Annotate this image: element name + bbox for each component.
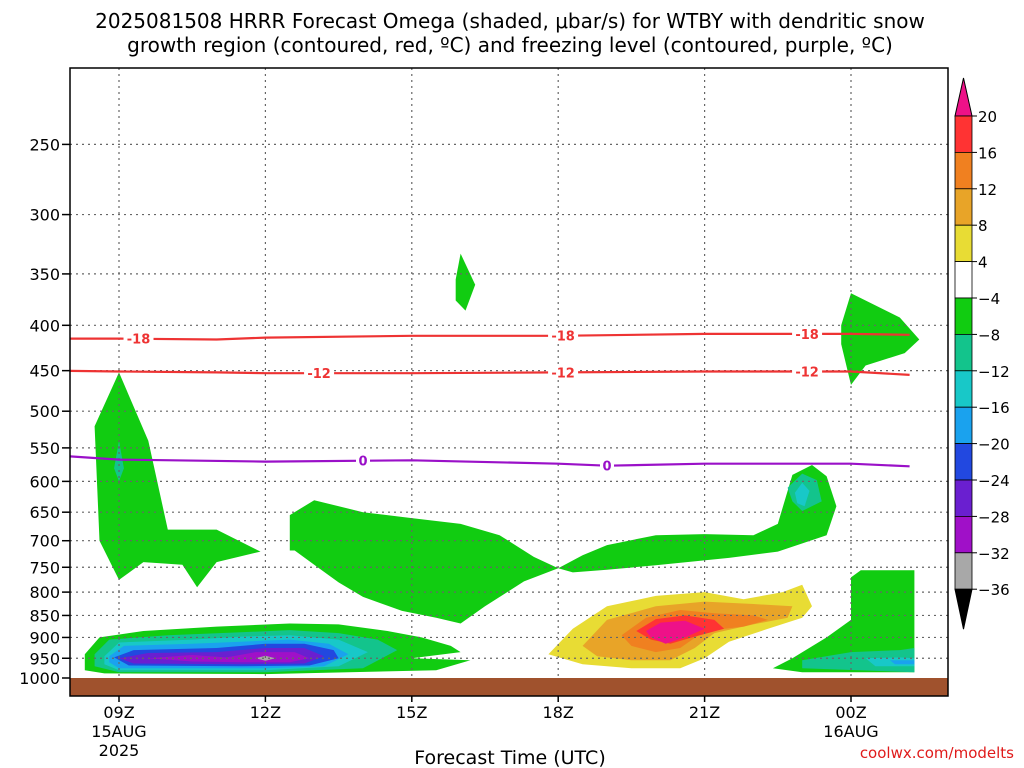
- contour-label-bg: [123, 330, 154, 346]
- x-tick-label: 15Z: [396, 703, 427, 722]
- y-tick-label: 700: [29, 532, 60, 551]
- contour-label-bg: [548, 327, 579, 343]
- colorbar-band: [954, 516, 973, 554]
- y-tick-label: 300: [29, 206, 60, 225]
- chart-title-line-1: 2025081508 HRRR Forecast Omega (shaded, …: [95, 9, 925, 33]
- contour-label--12: -12: [795, 365, 819, 380]
- plot-background: [70, 68, 948, 696]
- y-tick-label: 450: [29, 362, 60, 381]
- omega-region-7: [841, 293, 920, 385]
- y-tick-label: 400: [29, 316, 60, 335]
- contour-label-bg: [548, 364, 579, 380]
- x-tick-label: 18Z: [543, 703, 574, 722]
- x-tick-label: 00Z: [835, 703, 866, 722]
- omega-region-0: [94, 372, 261, 588]
- omega-colorbar: 20 16 12 8 4 −4 −8 −12 −16 −20 −24 −28 −32 −36: [954, 77, 1010, 630]
- y-tick-label: 800: [29, 583, 60, 602]
- plot-area: -18 -18 -18 -12 -12 -12 0 0: [69, 67, 949, 697]
- colorbar-label: −12: [978, 363, 1010, 381]
- colorbar-band: [954, 297, 973, 335]
- colorbar-over-triangle: [954, 77, 973, 117]
- y-tick-label: 350: [29, 265, 60, 284]
- colorbar-label: −36: [978, 581, 1010, 599]
- colorbar-band: [954, 370, 973, 408]
- colorbar-label: 16: [978, 144, 997, 162]
- y-tick-label: 750: [29, 558, 60, 577]
- omega-region-11: [890, 660, 915, 665]
- x-tick-date: 15AUG: [91, 722, 146, 741]
- grid-lines: [70, 68, 948, 678]
- colorbar-label: 8: [978, 217, 988, 235]
- contour-label--12: -12: [551, 366, 575, 381]
- contour-label-bg: [792, 325, 823, 341]
- contour-label--18: -18: [127, 333, 151, 348]
- y-tick-label: 950: [29, 649, 60, 668]
- y-tick-label: 900: [29, 628, 60, 647]
- omega-region-24: [646, 620, 705, 644]
- colorbar-label: −24: [978, 472, 1010, 490]
- colorbar-band: [954, 552, 973, 590]
- colorbar-band: [954, 443, 973, 481]
- colorbar-label: 4: [978, 254, 988, 272]
- x-tick-label: 09Z: [103, 703, 134, 722]
- colorbar-band: [954, 333, 973, 372]
- colorbar-band: [954, 479, 973, 517]
- omega-region-1: [114, 440, 124, 482]
- colorbar-under-triangle: [954, 588, 973, 630]
- colorbar-band: [954, 406, 973, 445]
- colorbar-band: [954, 115, 973, 153]
- y-tick-label: 850: [29, 606, 60, 625]
- contour-label-bg: [356, 452, 370, 468]
- contour-label--18: -18: [795, 328, 819, 343]
- colorbar-label: −16: [978, 399, 1010, 417]
- contour-label--18: -18: [551, 330, 575, 345]
- y-tick-label: 600: [29, 472, 60, 491]
- contour-label-bg: [304, 365, 335, 381]
- contour-label-0: 0: [602, 460, 611, 475]
- x-tick-date: 16AUG: [823, 722, 878, 741]
- x-tick-year: 2025: [99, 741, 140, 760]
- x-tick-label: 21Z: [689, 703, 720, 722]
- omega-region-6: [794, 482, 810, 507]
- contour-label-bg: [600, 457, 614, 473]
- colorbar-label: −32: [978, 545, 1010, 563]
- x-tick-label: 12Z: [250, 703, 281, 722]
- colorbar-label: −8: [978, 326, 1000, 344]
- y-tick-label: 650: [29, 503, 60, 522]
- contour-lines: -18 -18 -18 -12 -12 -12 0 0: [70, 325, 910, 475]
- colorbar-label: −28: [978, 508, 1010, 526]
- contour-line-0: [70, 455, 910, 468]
- plot-frame: [69, 67, 949, 697]
- chart-title-line-2: growth region (contoured, red, ºC) and f…: [127, 33, 893, 57]
- colorbar-band: [954, 151, 973, 190]
- colorbar-label: 12: [978, 181, 997, 199]
- omega-region-4: [558, 465, 837, 573]
- colorbar-band: [954, 261, 973, 299]
- y-tick-label: 250: [29, 135, 60, 154]
- contour-label-0: 0: [358, 455, 367, 470]
- x-axis-title: Forecast Time (UTC): [414, 747, 605, 768]
- y-tick-label: 500: [29, 402, 60, 421]
- omega-region-19: [255, 655, 276, 661]
- colorbar-label: −20: [978, 436, 1010, 454]
- contour-label--12: -12: [307, 367, 331, 382]
- credit-link[interactable]: coolwx.com/modelts: [860, 744, 1014, 762]
- y-tick-label: 550: [29, 439, 60, 458]
- y-tick-label: 1000: [19, 669, 60, 688]
- omega-region-8: [772, 570, 915, 673]
- colorbar-band: [954, 224, 973, 262]
- y-axis: 250 300 350 400 450 500 550 600 650 700 750 800 850 9…: [19, 135, 70, 688]
- ground-surface: [70, 678, 948, 696]
- omega-region-2: [455, 253, 476, 311]
- contour-label-bg: [792, 363, 823, 379]
- colorbar-band: [954, 188, 973, 226]
- colorbar-label: 20: [978, 108, 997, 126]
- colorbar-label: −4: [978, 290, 1000, 308]
